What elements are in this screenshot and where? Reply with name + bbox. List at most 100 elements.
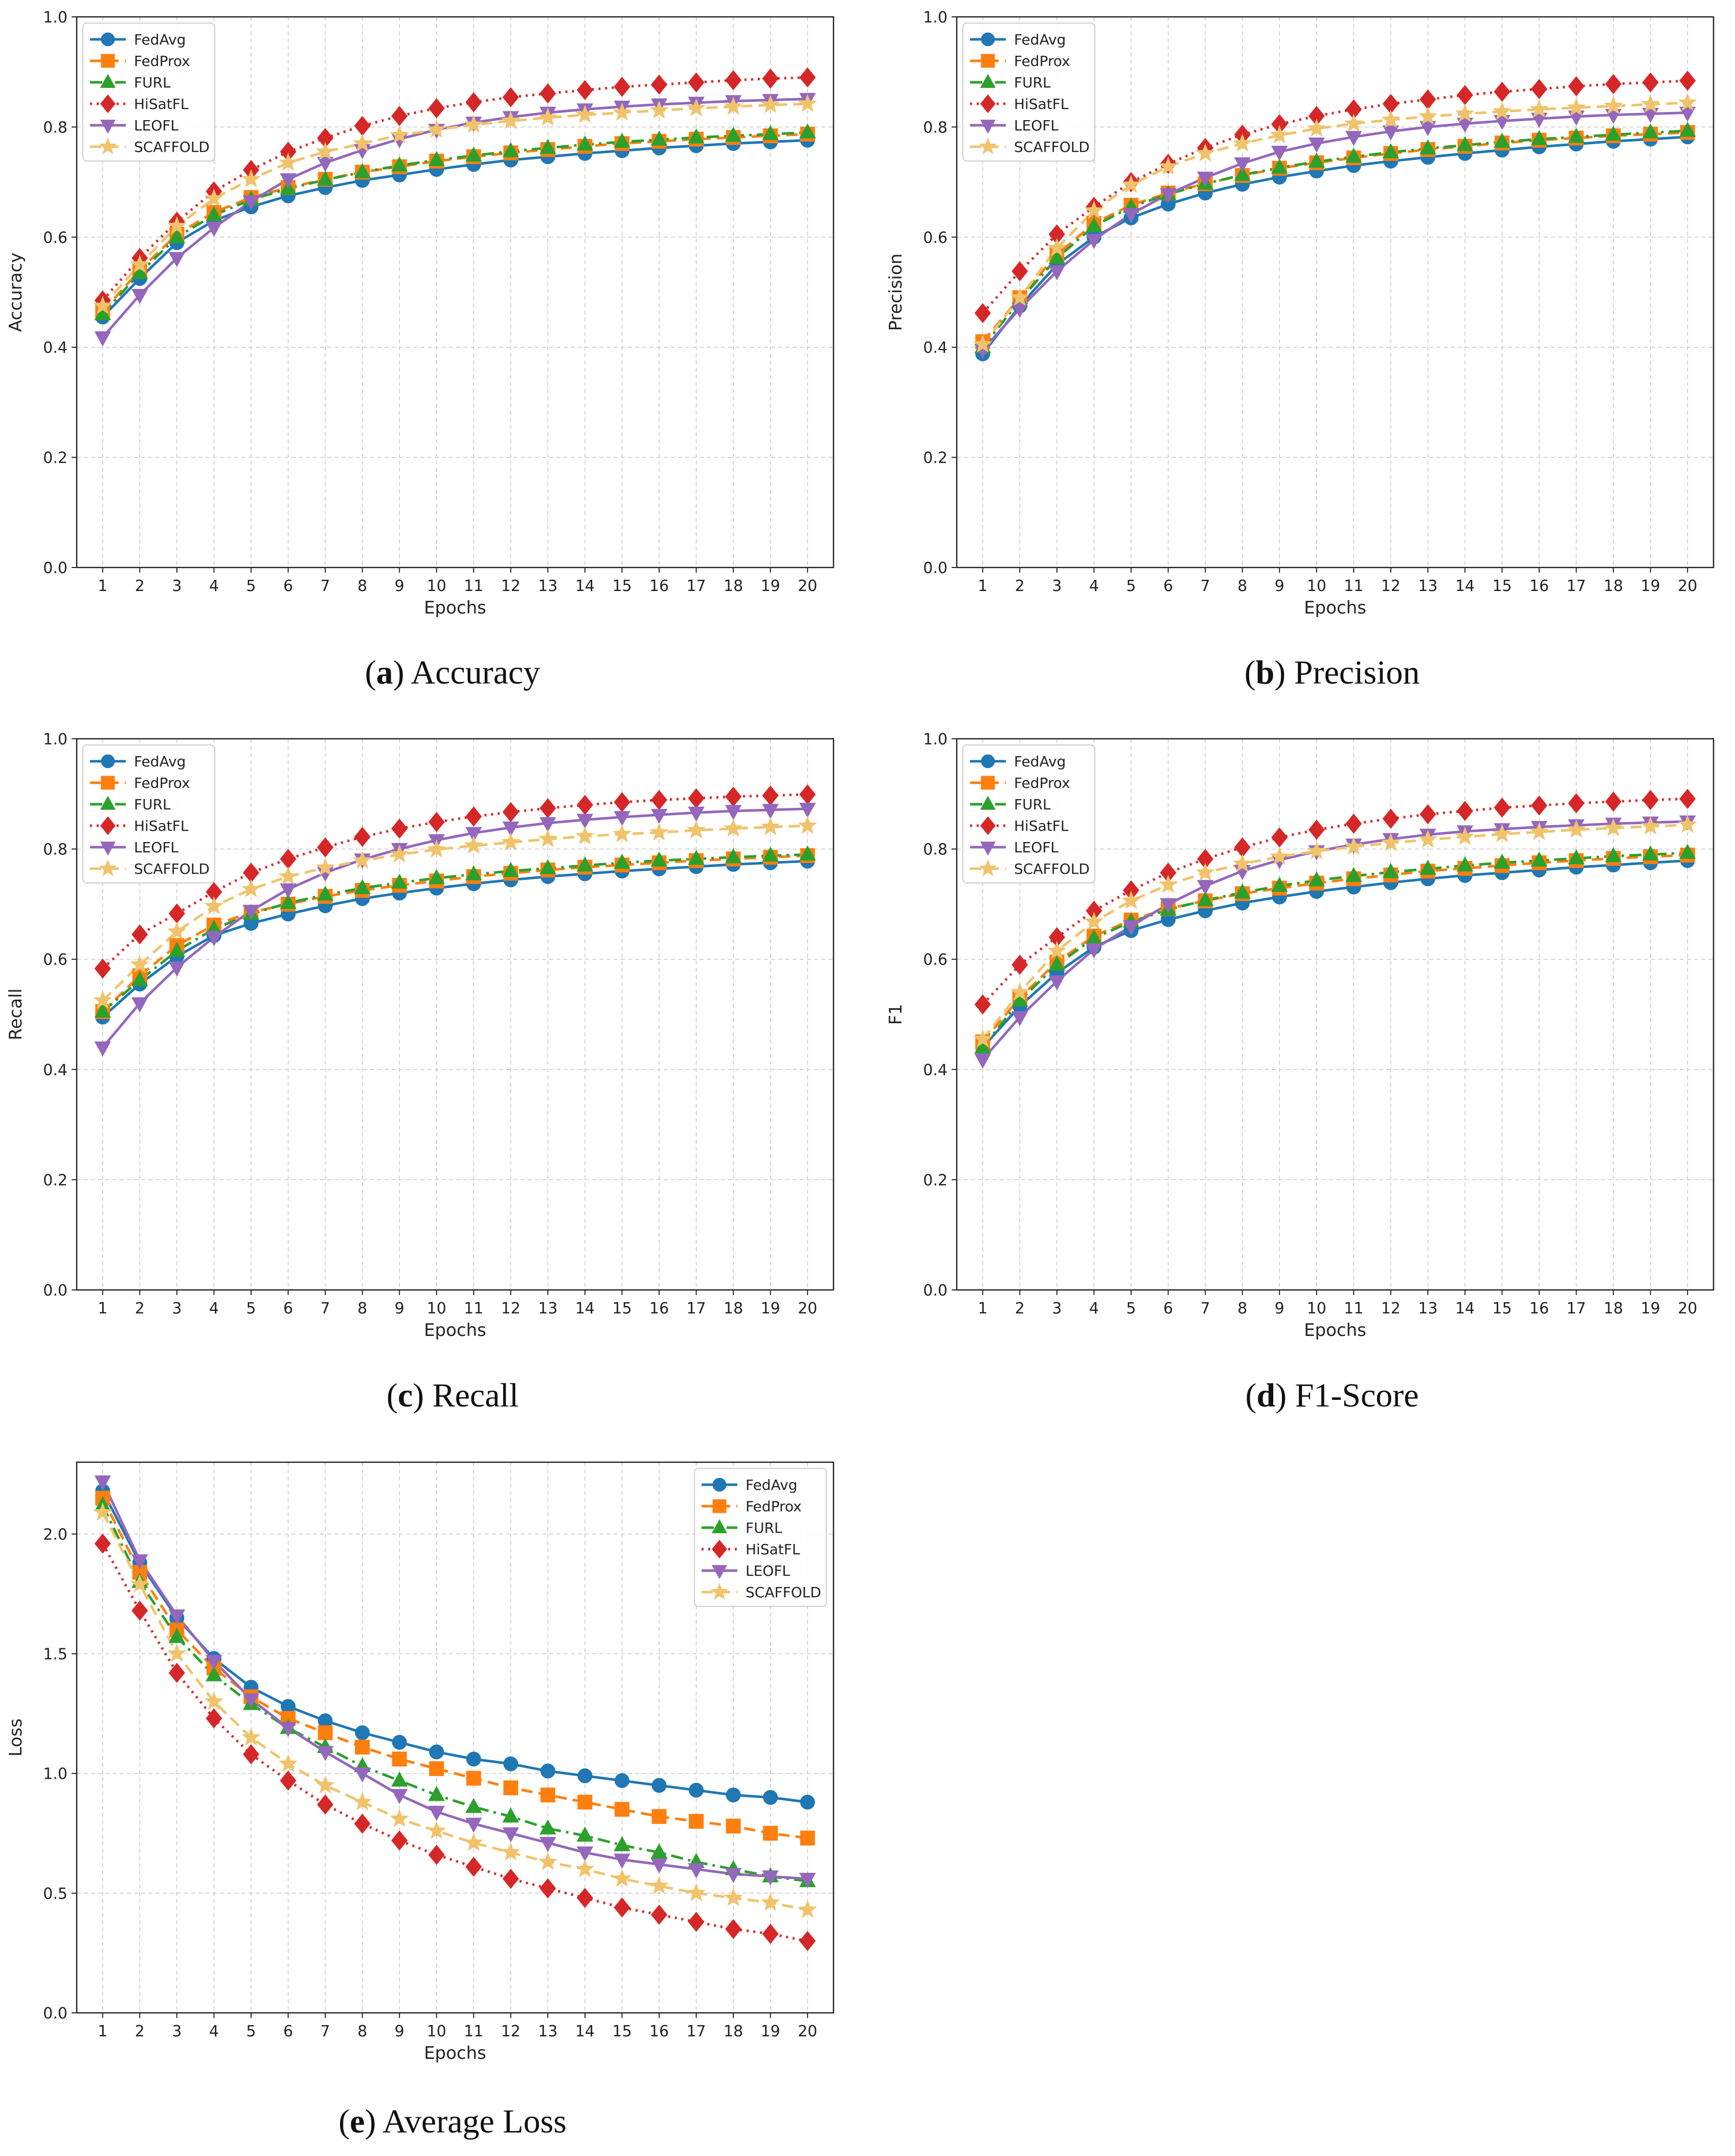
data-point-furl (428, 1786, 445, 1801)
y-tick-label: 1.0 (43, 1765, 67, 1783)
data-point-hisatfl (206, 1708, 222, 1729)
x-tick-label: 20 (1678, 1300, 1697, 1318)
data-point-leofl (725, 1868, 742, 1883)
legend-label-scaffold: SCAFFOLD (1014, 139, 1090, 155)
legend-label-scaffold: SCAFFOLD (134, 860, 210, 877)
data-point-furl (465, 865, 482, 880)
data-point-furl (1271, 876, 1288, 892)
data-point-furl (1605, 847, 1622, 863)
data-point-furl (1605, 125, 1622, 141)
x-tick-label: 19 (761, 2023, 780, 2040)
legend-marker-leofl (100, 120, 116, 134)
data-point-scaffold (1084, 200, 1104, 219)
data-point-leofl (94, 331, 111, 347)
data-point-hisatfl (465, 1856, 482, 1877)
data-point-fedavg (763, 1790, 778, 1805)
legend-marker-scaffold (979, 859, 997, 876)
data-point-scaffold (1158, 875, 1178, 893)
y-tick-label: 0.6 (923, 229, 948, 247)
data-point-hisatfl (799, 1931, 816, 1951)
data-point-leofl (799, 1873, 816, 1888)
data-point-hisatfl (614, 1897, 630, 1918)
data-point-hisatfl (1382, 808, 1399, 829)
data-point-hisatfl (1494, 81, 1511, 102)
data-point-hisatfl (576, 1888, 593, 1908)
data-point-scaffold (316, 857, 335, 876)
x-tick-label: 8 (1237, 1300, 1247, 1318)
data-point-fedavg (614, 1773, 629, 1788)
data-point-hisatfl (688, 72, 705, 93)
x-tick-label: 15 (612, 1300, 632, 1318)
data-point-scaffold (1529, 822, 1549, 841)
plot-frame (76, 738, 835, 1291)
x-tick-label: 10 (427, 2023, 446, 2040)
data-point-furl (94, 1002, 111, 1018)
data-point-furl (650, 851, 668, 867)
y-tick-label: 2.0 (43, 1526, 67, 1544)
data-point-furl (688, 850, 705, 865)
data-point-hisatfl (762, 785, 779, 806)
legend: FedAvg FedProx FURL HiSatFL LEOFL SCAFFOLD (82, 744, 215, 883)
legend-marker-furl (980, 796, 996, 810)
data-point-fedprox (355, 1739, 370, 1755)
data-point-leofl (576, 813, 594, 829)
data-point-furl (614, 132, 630, 148)
x-tick-label: 13 (1418, 577, 1437, 595)
legend-marker-fedavg (101, 32, 115, 47)
data-point-hisatfl (317, 1794, 334, 1815)
data-point-furl (688, 128, 705, 144)
legend-label-leofl: LEOFL (1014, 839, 1058, 856)
x-tick-label: 5 (1126, 1300, 1136, 1318)
series-line-scaffold (101, 1512, 808, 1912)
data-point-hisatfl (799, 67, 816, 88)
x-tick-label: 4 (209, 1300, 219, 1318)
data-point-furl (354, 163, 371, 178)
y-tick-label: 1.0 (43, 731, 67, 748)
data-point-leofl (502, 1827, 520, 1843)
x-tick-label: 12 (1381, 577, 1401, 595)
data-point-leofl (317, 1745, 334, 1761)
x-tick-label: 3 (1052, 577, 1062, 595)
data-point-scaffold (204, 1691, 224, 1710)
legend-marker-fedprox (981, 54, 995, 68)
data-point-scaffold (798, 1899, 817, 1918)
x-tick-label: 4 (209, 577, 219, 595)
legend-marker-hisatfl (980, 94, 996, 114)
data-point-hisatfl (650, 789, 668, 810)
data-point-hisatfl (502, 87, 519, 107)
data-point-fedprox (281, 1711, 296, 1726)
data-point-hisatfl (354, 1813, 371, 1834)
data-point-leofl (206, 931, 222, 946)
x-tick-label: 5 (246, 1300, 256, 1318)
data-point-furl (762, 846, 779, 862)
data-point-hisatfl (688, 1912, 705, 1932)
data-point-furl (650, 130, 668, 146)
data-point-fedprox (614, 1802, 629, 1817)
data-point-hisatfl (725, 1919, 742, 1939)
data-point-hisatfl (502, 802, 519, 823)
data-point-fedprox (726, 1819, 741, 1834)
data-point-hisatfl (1605, 74, 1622, 95)
caption-b: (b) Precision (1244, 654, 1420, 691)
chart-e: 1 2 3 4 5 6 7 8 9 10 11 12 13 14 15 16 17 18 19 200.00.51.0… (6, 1461, 835, 2063)
x-tick-label: 15 (612, 577, 632, 595)
legend-label-leofl: LEOFL (134, 117, 178, 134)
data-point-scaffold (686, 1883, 706, 1901)
data-point-furl (131, 971, 148, 986)
data-point-scaffold (649, 100, 669, 119)
data-point-scaffold (1455, 827, 1475, 845)
x-axis-label: Epochs (424, 2043, 486, 2063)
data-point-scaffold (130, 254, 149, 273)
data-point-furl (168, 942, 186, 957)
data-point-scaffold (427, 120, 446, 138)
legend-label-furl: FURL (1014, 74, 1051, 91)
x-tick-label: 7 (1201, 1300, 1210, 1318)
y-tick-label: 0.0 (43, 1282, 67, 1300)
legend-label-fedprox: FedProx (134, 53, 190, 70)
data-point-hisatfl (242, 1744, 260, 1764)
x-tick-label: 11 (464, 2023, 483, 2040)
data-point-leofl (1122, 208, 1140, 223)
data-point-hisatfl (762, 1923, 779, 1944)
data-point-scaffold (93, 1502, 112, 1521)
data-point-furl (576, 135, 594, 151)
